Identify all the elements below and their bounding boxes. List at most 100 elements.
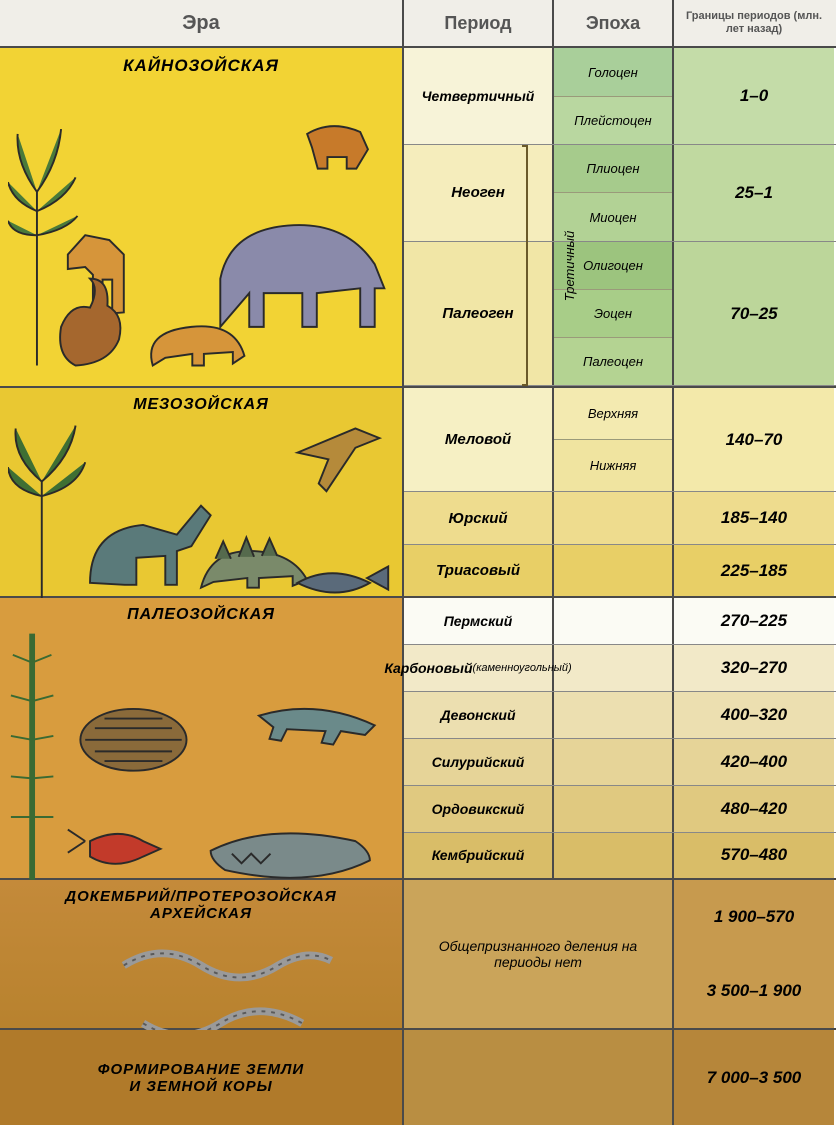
period-label: Девонский bbox=[441, 707, 516, 723]
epoch-stack bbox=[554, 833, 674, 879]
header-period: Период bbox=[404, 0, 554, 46]
periods-stack: Четвертичный ГолоценПлейстоцен1–0 Неоген Пл… bbox=[404, 48, 836, 386]
range-cell: 400–320 bbox=[674, 692, 834, 738]
era-block: МЕЗОЗОЙСКАЯ МеловойВерхняяНижняя140–70Юр… bbox=[0, 388, 836, 598]
range-cell: 480–420 bbox=[674, 786, 834, 832]
epoch-cell: Нижняя bbox=[554, 440, 672, 491]
precambrian-ranges: 1 900–5703 500–1 900 bbox=[674, 880, 834, 1028]
period-cell: Кембрийский bbox=[404, 833, 554, 879]
precambrian-right: Общепризнанного деления на периоды нет1 … bbox=[404, 880, 836, 1028]
epoch-cell: Палеоцен bbox=[554, 338, 672, 385]
era-title: МЕЗОЗОЙСКАЯ bbox=[8, 396, 394, 414]
era-illustration bbox=[8, 414, 394, 612]
period-label: Триасовый bbox=[436, 562, 520, 579]
header-epoch: Эпоха bbox=[554, 0, 674, 46]
period-label: Силурийский bbox=[432, 754, 525, 770]
period-row: Ордовикский 480–420 bbox=[404, 786, 836, 833]
period-label: Неоген bbox=[451, 184, 505, 201]
epoch-stack: ВерхняяНижняя bbox=[554, 388, 674, 491]
geologic-time-table: Эра Период Эпоха Границы периодов (млн. … bbox=[0, 0, 836, 1125]
period-label: Четвертичный bbox=[422, 88, 535, 104]
period-cell: Меловой bbox=[404, 388, 554, 491]
range-cell: 320–270 bbox=[674, 645, 834, 691]
period-label: Палеоген bbox=[442, 305, 513, 322]
range-cell: 570–480 bbox=[674, 833, 834, 879]
period-label: Меловой bbox=[445, 431, 511, 448]
range-cell: 70–25 bbox=[674, 242, 834, 386]
period-row: Пермский270–225 bbox=[404, 598, 836, 645]
period-row: Карбоновый(каменноугольный) 320–270 bbox=[404, 645, 836, 692]
epoch-cell: Голоцен bbox=[554, 48, 672, 96]
era-illustration bbox=[8, 624, 394, 890]
range-cell: 140–70 bbox=[674, 388, 834, 491]
era-cell: ФОРМИРОВАНИЕ ЗЕМЛИИ ЗЕМНОЙ КОРЫ bbox=[0, 1030, 404, 1125]
epoch-cell: Плейстоцен bbox=[554, 97, 672, 144]
formation-title-2: И ЗЕМНОЙ КОРЫ bbox=[8, 1078, 394, 1095]
epoch-stack bbox=[554, 692, 674, 738]
period-cell: Четвертичный bbox=[404, 48, 554, 144]
period-cell: Девонский bbox=[404, 692, 554, 738]
era-cell: МЕЗОЗОЙСКАЯ bbox=[0, 388, 404, 596]
period-row: Триасовый 225–185 bbox=[404, 545, 836, 597]
tertiary-label: Третичный bbox=[562, 230, 577, 301]
period-label: Ордовикский bbox=[432, 801, 525, 817]
precambrian-note: Общепризнанного деления на периоды нет bbox=[404, 880, 674, 1028]
period-cell: Юрский bbox=[404, 492, 554, 544]
header-era: Эра bbox=[0, 0, 404, 46]
range-cell: 185–140 bbox=[674, 492, 834, 544]
header-row: Эра Период Эпоха Границы периодов (млн. … bbox=[0, 0, 836, 48]
epoch-cell: Плиоцен bbox=[554, 145, 672, 193]
period-row: Четвертичный ГолоценПлейстоцен1–0 bbox=[404, 48, 836, 145]
periods-stack: Пермский270–225Карбоновый(каменноугольны… bbox=[404, 598, 836, 878]
period-cell: Триасовый bbox=[404, 545, 554, 597]
range-cell: 7 000–3 500 bbox=[674, 1030, 834, 1125]
period-cell: Карбоновый(каменноугольный) bbox=[404, 645, 554, 691]
formation-block: ФОРМИРОВАНИЕ ЗЕМЛИИ ЗЕМНОЙ КОРЫ 7 000–3 5… bbox=[0, 1030, 836, 1125]
period-row: Кембрийский 570–480 bbox=[404, 833, 836, 879]
era-block: ПАЛЕОЗОЙСКАЯ Пермский270–225Карбонов bbox=[0, 598, 836, 880]
era-illustration bbox=[8, 76, 394, 390]
epoch-stack bbox=[554, 492, 674, 544]
epoch-stack bbox=[554, 598, 674, 644]
era-title: КАЙНОЗОЙСКАЯ bbox=[8, 56, 394, 76]
epoch-stack bbox=[554, 786, 674, 832]
epoch-stack: ГолоценПлейстоцен bbox=[554, 48, 674, 144]
period-row: ПалеогенОлигоценЭоценПалеоцен70–25 bbox=[404, 242, 836, 387]
paleozoic-art-icon bbox=[8, 624, 394, 885]
header-range: Границы периодов (млн. лет назад) bbox=[674, 0, 834, 46]
period-cell: Палеоген bbox=[404, 242, 554, 386]
period-row: Силурийский 420–400 bbox=[404, 739, 836, 786]
tertiary-bracket-icon bbox=[522, 145, 528, 386]
range-cell: 25–1 bbox=[674, 145, 834, 241]
period-row: Неоген ПлиоценМиоцен25–1 bbox=[404, 145, 836, 242]
period-cell: Ордовикский bbox=[404, 786, 554, 832]
period-label: Юрский bbox=[448, 510, 507, 527]
range-cell: 1–0 bbox=[674, 48, 834, 144]
precambrian-block: ДОКЕМБРИЙ/ПРОТЕРОЗОЙСКАЯАРХЕЙСКАЯ Общепр… bbox=[0, 880, 836, 1030]
era-cell: ДОКЕМБРИЙ/ПРОТЕРОЗОЙСКАЯАРХЕЙСКАЯ bbox=[0, 880, 404, 1028]
era-cell: КАЙНОЗОЙСКАЯ bbox=[0, 48, 404, 386]
periods-stack: МеловойВерхняяНижняя140–70Юрский185–140Т… bbox=[404, 388, 836, 596]
period-row: Девонский 400–320 bbox=[404, 692, 836, 739]
era-title: ПАЛЕОЗОЙСКАЯ bbox=[8, 606, 394, 624]
range-cell: 420–400 bbox=[674, 739, 834, 785]
period-label: Карбоновый bbox=[384, 660, 472, 676]
formation-title-1: ФОРМИРОВАНИЕ ЗЕМЛИ bbox=[8, 1061, 394, 1078]
period-cell: Неоген bbox=[404, 145, 554, 241]
epoch-stack bbox=[554, 545, 674, 597]
era-cell: ПАЛЕОЗОЙСКАЯ bbox=[0, 598, 404, 878]
period-label: Кембрийский bbox=[432, 847, 525, 863]
period-row: Юрский 185–140 bbox=[404, 492, 836, 545]
period-cell: Пермский bbox=[404, 598, 554, 644]
precambrian-title-2: АРХЕЙСКАЯ bbox=[8, 905, 394, 922]
range-cell: 225–185 bbox=[674, 545, 834, 597]
epoch-stack bbox=[554, 739, 674, 785]
epoch-stack: ПлиоценМиоцен bbox=[554, 145, 674, 241]
precambrian-title-1: ДОКЕМБРИЙ/ПРОТЕРОЗОЙСКАЯ bbox=[8, 888, 394, 905]
formation-mid bbox=[404, 1030, 674, 1125]
range-cell: 1 900–570 bbox=[674, 880, 834, 954]
range-cell: 3 500–1 900 bbox=[674, 954, 834, 1028]
mesozoic-art-icon bbox=[8, 414, 394, 607]
era-block: КАЙНОЗОЙСКАЯ Четвертичный ГолоценПлейстоц… bbox=[0, 48, 836, 388]
period-cell: Силурийский bbox=[404, 739, 554, 785]
